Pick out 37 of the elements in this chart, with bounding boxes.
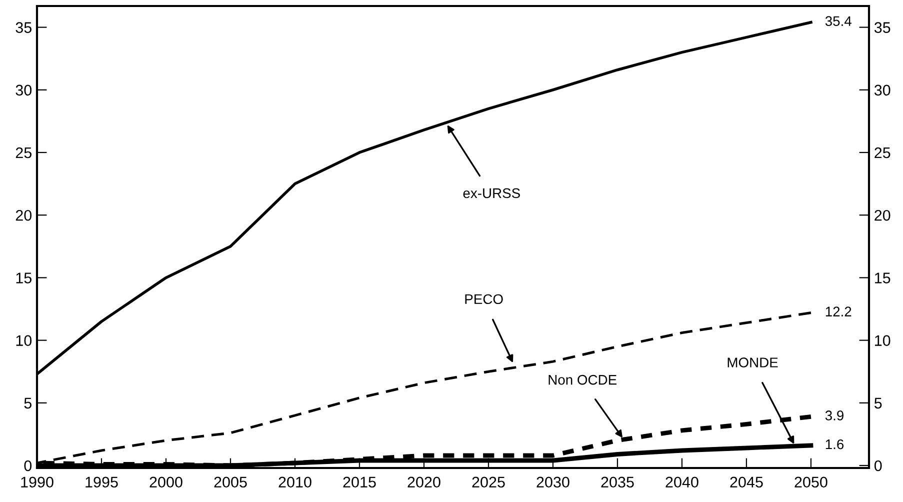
y-tick-label: 35 (16, 22, 32, 33)
annotation: ex-URSS (463, 188, 520, 198)
x-tick-label: 2050 (794, 476, 828, 488)
y2-tick-label: 0 (874, 460, 882, 472)
x-tick-label: 2040 (666, 476, 698, 488)
data-label: 3.9 (825, 410, 844, 420)
y2-tick-label: 20 (874, 210, 890, 221)
x-tick-label: 2015 (343, 476, 376, 488)
data-label: 12.2 (826, 306, 852, 316)
data-label: 35.4 (825, 16, 852, 26)
x-tick-label: 2005 (214, 476, 247, 488)
y2-tick-label: 35 (874, 22, 890, 33)
y2-tick-label: 30 (874, 84, 890, 96)
y-tick-label: 20 (16, 210, 32, 221)
x-tick-label: 2010 (278, 476, 312, 488)
y-tick-label: 25 (16, 147, 32, 158)
y-tick-label: 0 (24, 460, 32, 472)
x-tick-label: 1995 (86, 476, 118, 488)
x-tick-label: 2035 (601, 476, 634, 488)
x-tick-label: 2000 (150, 476, 182, 488)
annotation: MONDE (728, 358, 778, 368)
x-tick-label: 2020 (408, 476, 440, 488)
x-tick-label: 2025 (472, 476, 505, 488)
x-tick-label: 2045 (730, 476, 763, 488)
data-label: 1.6 (826, 439, 844, 450)
annotation: PECO (465, 294, 503, 304)
y2-tick-label: 10 (875, 335, 890, 346)
y2-tick-label: 25 (874, 147, 890, 158)
y2-tick-label: 5 (874, 398, 882, 409)
x-tick-label: 2030 (536, 476, 570, 488)
y-tick-label: 15 (16, 272, 32, 284)
x-tick-label: 1990 (21, 476, 54, 488)
y2-tick-label: 15 (875, 272, 890, 284)
y-tick-label: 30 (16, 84, 32, 96)
y-tick-label: 10 (16, 335, 32, 346)
annotation: Non OCDE (548, 374, 616, 385)
y-tick-label: 5 (24, 398, 32, 409)
